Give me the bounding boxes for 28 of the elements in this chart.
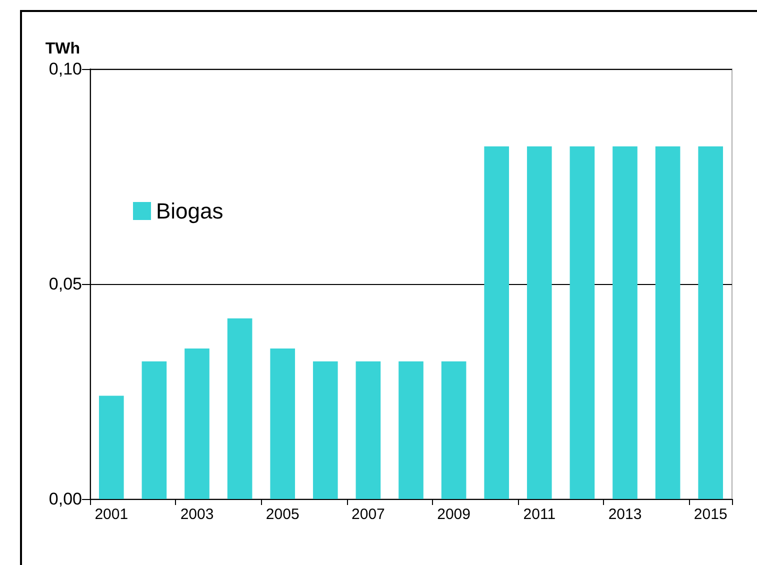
bar: [698, 146, 724, 499]
bar: [612, 146, 638, 499]
y-axis-title: TWh: [45, 40, 80, 58]
bar: [142, 361, 167, 499]
bar: [526, 146, 552, 499]
legend-label: Biogas: [156, 198, 224, 224]
bar: [98, 396, 124, 499]
bar: [184, 348, 210, 499]
x-tick-label: 2013: [608, 506, 642, 523]
bar: [356, 361, 381, 499]
x-tick-label: 2001: [94, 506, 128, 523]
y-tick-label: 0,00: [48, 490, 82, 508]
bar: [270, 348, 296, 499]
bar: [312, 361, 338, 499]
bar: [484, 146, 510, 499]
y-tick-label: 0,05: [48, 274, 82, 294]
bar: [570, 146, 595, 499]
x-tick-label: 2003: [180, 506, 214, 523]
x-tick-label: 2005: [266, 506, 300, 523]
bar: [398, 361, 424, 499]
bar: [227, 318, 252, 499]
x-tick-label: 2007: [352, 506, 385, 523]
x-tick-label: 2011: [523, 506, 556, 523]
y-tick-label: 0,10: [48, 60, 82, 78]
x-tick-label: 2009: [437, 506, 470, 523]
bar: [655, 146, 680, 499]
x-tick-label: 2015: [694, 506, 728, 523]
bar: [441, 361, 466, 499]
